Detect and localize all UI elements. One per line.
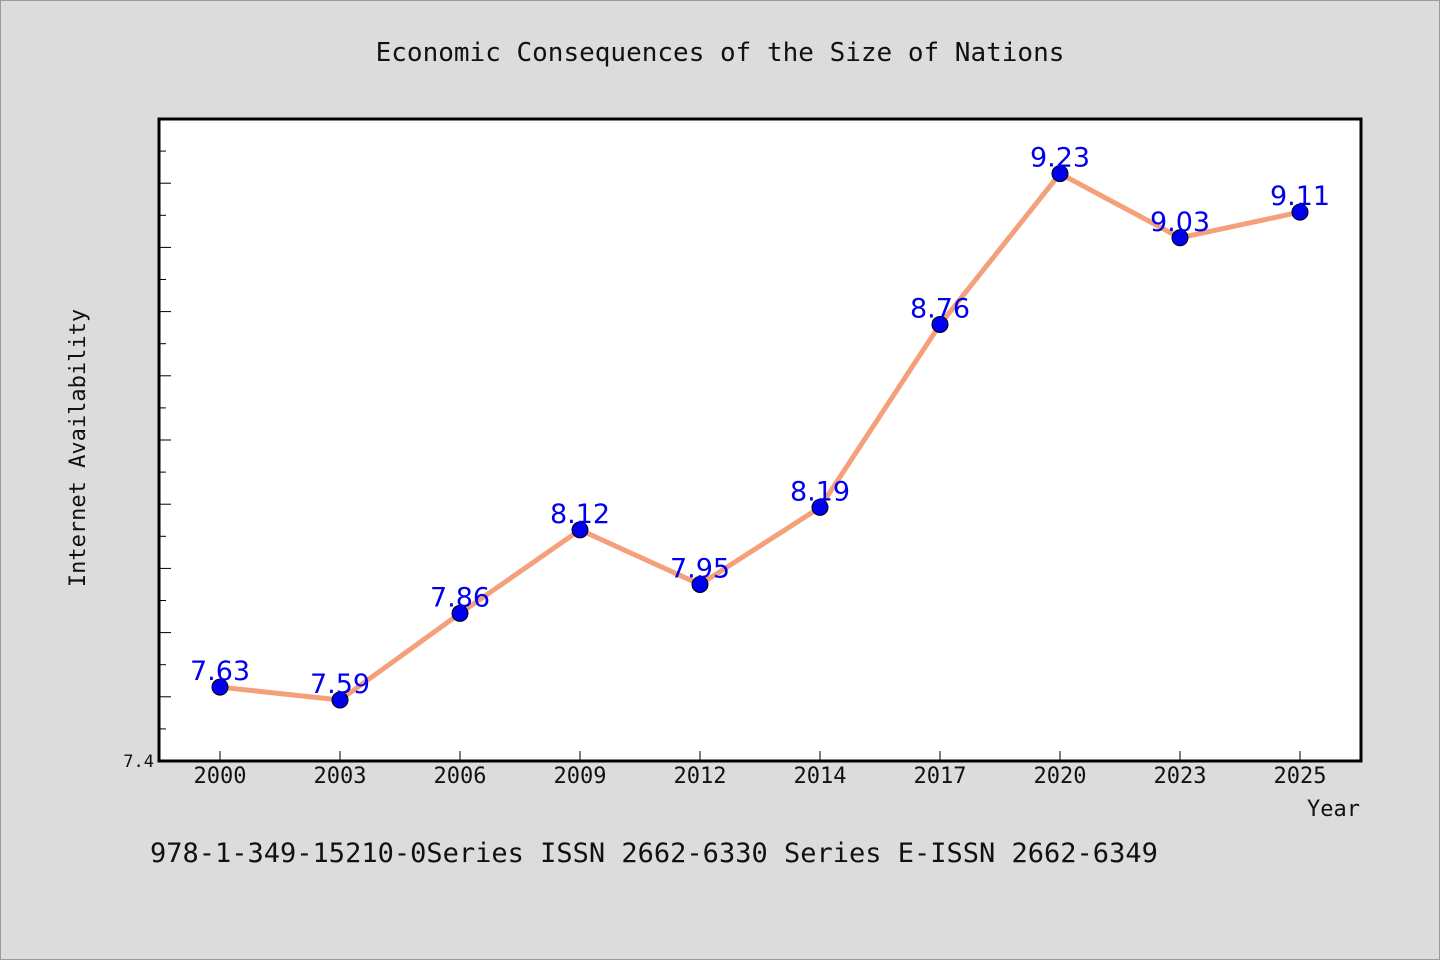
footer-isbn-text: 978-1-349-15210-0Series ISSN 2662-6330 S… — [150, 838, 1158, 869]
series-markers — [211, 165, 1309, 709]
data-labels: 7.63 7.59 7.86 8.12 7.95 8.19 8.76 9.23 9.03 9.11 — [190, 143, 1330, 700]
x-axis-ticks: 2000 2003 2006 2009 2012 2014 2017 2020 2023 2025 — [194, 751, 1327, 789]
data-point — [691, 575, 709, 593]
data-point — [1291, 203, 1309, 221]
y-axis-ticks — [159, 150, 171, 730]
data-point — [571, 521, 589, 539]
data-label: 7.63 — [190, 656, 250, 687]
data-point — [811, 498, 829, 516]
data-point — [931, 315, 949, 333]
data-point — [1171, 229, 1189, 247]
data-point — [451, 604, 469, 622]
x-tick-label: 2014 — [794, 764, 847, 789]
data-label: 8.76 — [910, 293, 970, 324]
data-label: 9.23 — [1030, 143, 1090, 174]
data-label: 8.19 — [790, 476, 850, 507]
x-tick-label: 2006 — [434, 764, 487, 789]
data-point — [211, 678, 229, 696]
x-tick-label: 2020 — [1034, 764, 1087, 789]
y-tick-label: 7.4 — [123, 752, 154, 772]
x-tick-label: 2009 — [554, 764, 607, 789]
y-axis-label: Internet Availability — [66, 309, 91, 587]
data-label: 9.03 — [1150, 207, 1210, 238]
x-tick-label: 2000 — [194, 764, 247, 789]
series-line-group — [219, 171, 1301, 703]
data-label: 9.11 — [1270, 181, 1330, 212]
x-tick-label: 2023 — [1154, 764, 1207, 789]
data-point — [1051, 165, 1069, 183]
chart-title: Economic Consequences of the Size of Nat… — [376, 38, 1065, 68]
data-label: 7.86 — [430, 582, 490, 613]
data-label: 7.95 — [670, 553, 730, 584]
x-tick-label: 2025 — [1274, 764, 1327, 789]
series-line — [219, 171, 1301, 703]
x-axis-label: Year — [1307, 797, 1360, 822]
x-tick-label: 2003 — [314, 764, 367, 789]
data-label: 7.59 — [310, 669, 370, 700]
data-label: 8.12 — [550, 499, 610, 530]
x-tick-label: 2017 — [914, 764, 967, 789]
data-point — [331, 691, 349, 709]
x-tick-label: 2012 — [674, 764, 727, 789]
